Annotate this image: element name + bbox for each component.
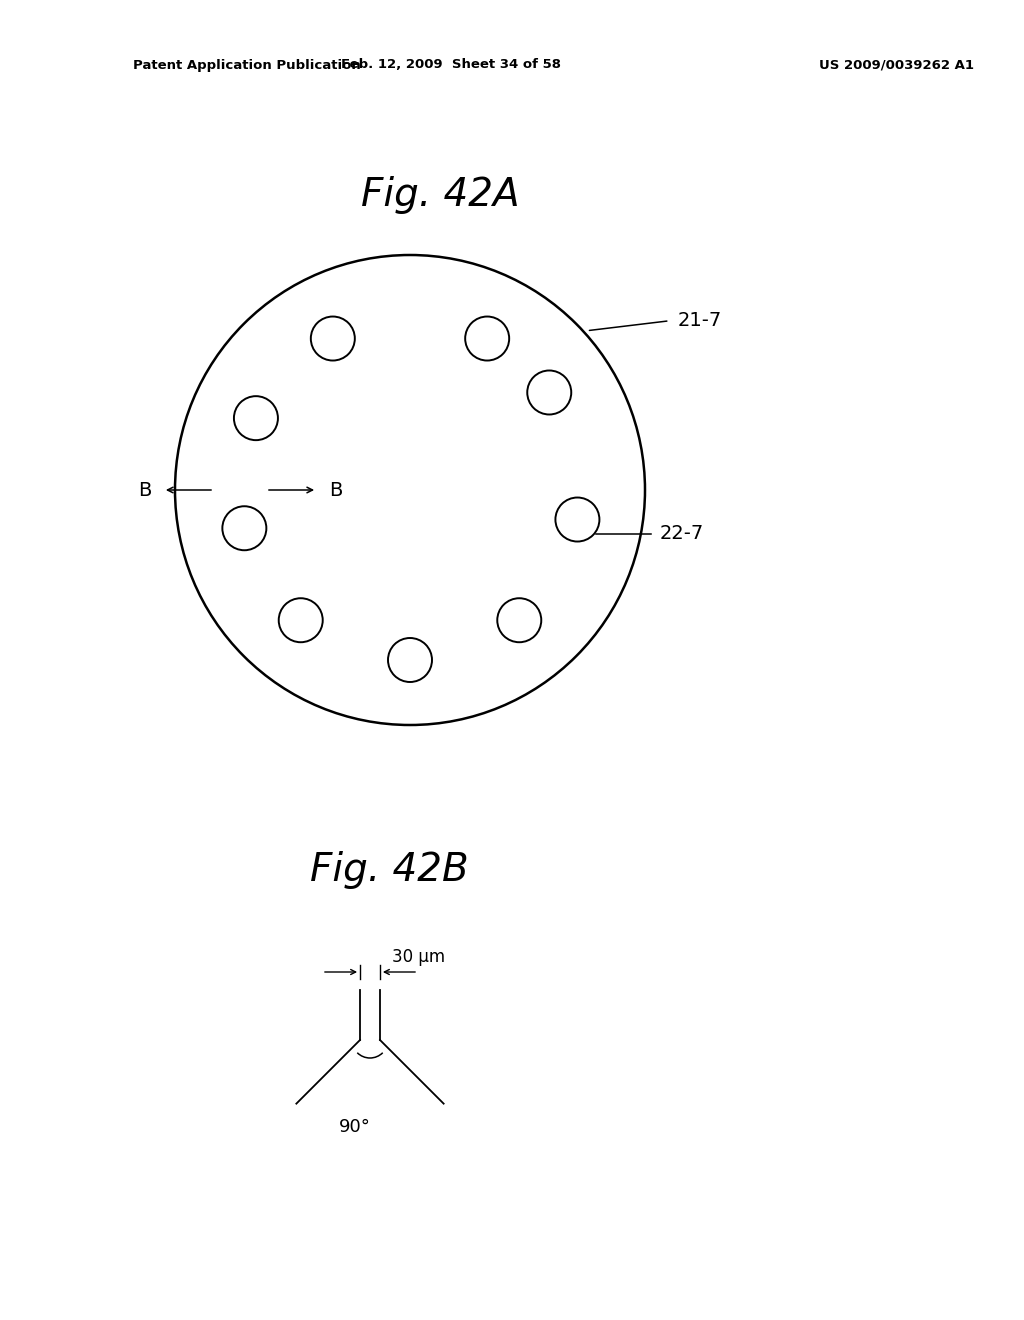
Text: Feb. 12, 2009  Sheet 34 of 58: Feb. 12, 2009 Sheet 34 of 58 <box>341 58 560 71</box>
Text: B: B <box>329 480 342 499</box>
Text: 22-7: 22-7 <box>659 524 703 544</box>
Text: Fig. 42B: Fig. 42B <box>310 851 468 888</box>
Text: Patent Application Publication: Patent Application Publication <box>133 58 360 71</box>
Text: 90°: 90° <box>339 1118 371 1135</box>
Text: 30 μm: 30 μm <box>392 948 445 966</box>
Text: Fig. 42A: Fig. 42A <box>361 176 519 214</box>
Text: 21-7: 21-7 <box>678 312 722 330</box>
Text: US 2009/0039262 A1: US 2009/0039262 A1 <box>819 58 974 71</box>
Text: B: B <box>137 480 151 499</box>
